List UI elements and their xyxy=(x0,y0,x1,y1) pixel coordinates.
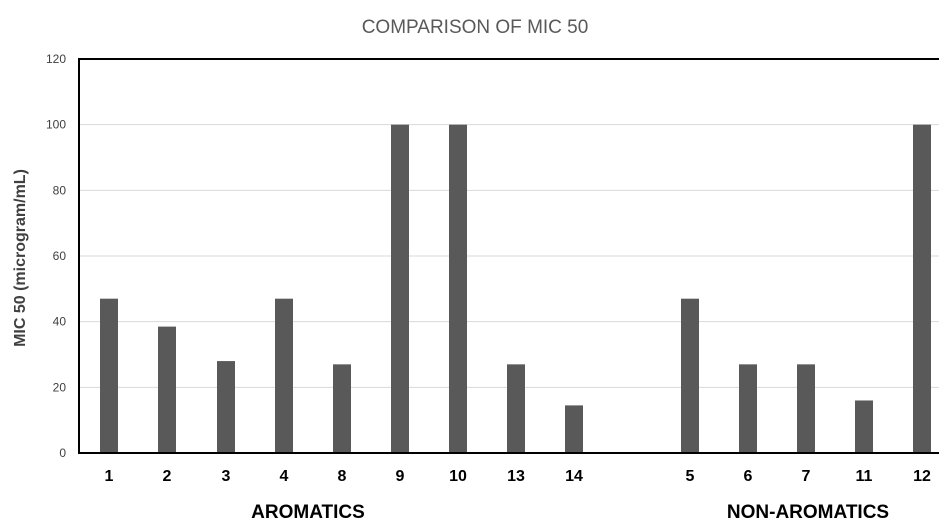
bars xyxy=(100,124,931,454)
group-label: AROMATICS xyxy=(251,502,365,523)
group-labels: AROMATICS NON-AROMATICS xyxy=(251,502,889,523)
x-tick-label: 12 xyxy=(913,468,931,485)
bar-13 xyxy=(507,364,525,453)
x-tick-label: 6 xyxy=(744,468,753,485)
y-tick-label: 80 xyxy=(53,183,67,197)
bar-12 xyxy=(913,124,931,454)
group-label: NON-AROMATICS xyxy=(727,502,889,523)
bar-4 xyxy=(275,298,293,453)
chart-title: COMPARISON OF MIC 50 xyxy=(362,17,589,38)
x-tick-label: 14 xyxy=(565,468,583,485)
x-tick-label: 11 xyxy=(856,468,873,485)
x-tick-label: 2 xyxy=(163,468,172,485)
bar-7 xyxy=(797,364,815,453)
x-tick-label: 8 xyxy=(338,468,347,485)
bar-8 xyxy=(333,364,351,453)
x-tick-label: 4 xyxy=(280,468,289,485)
bar-11 xyxy=(855,400,873,453)
bar-6 xyxy=(739,364,757,453)
y-tick-label: 40 xyxy=(53,315,67,329)
x-tick-label: 7 xyxy=(802,468,811,485)
y-axis-label: MIC 50 (microgram/mL) xyxy=(12,169,29,347)
bar-9 xyxy=(391,124,409,454)
x-tick-label: 10 xyxy=(449,468,467,485)
axes xyxy=(78,58,939,454)
x-tick-label: 9 xyxy=(396,468,405,485)
bar-14 xyxy=(565,405,583,453)
bar-10 xyxy=(449,124,467,454)
x-tick-labels: 1 2 3 4 8 9 10 13 14 5 6 7 11 12 xyxy=(105,468,931,485)
x-tick-label: 3 xyxy=(222,468,231,485)
y-tick-label: 20 xyxy=(53,380,67,394)
bar-5 xyxy=(681,298,699,453)
y-tick-label: 0 xyxy=(59,446,66,460)
x-tick-label: 1 xyxy=(105,468,114,485)
bar-1 xyxy=(100,298,118,453)
gridlines xyxy=(79,124,939,388)
bar-3 xyxy=(217,361,235,453)
y-tick-label: 100 xyxy=(46,118,66,132)
y-tick-label: 60 xyxy=(53,249,67,263)
bar-2 xyxy=(158,326,176,453)
x-tick-label: 5 xyxy=(686,468,695,485)
y-tick-label: 120 xyxy=(46,52,66,66)
x-tick-label: 13 xyxy=(507,468,525,485)
y-tick-labels: 0 20 40 60 80 100 120 xyxy=(46,52,66,460)
